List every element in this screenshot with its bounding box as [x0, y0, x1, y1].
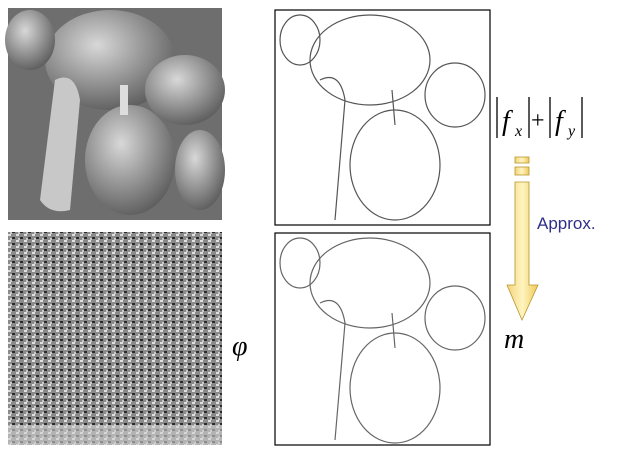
gradient-sum-image: [274, 9, 491, 226]
magnitude-symbol: m: [504, 324, 524, 355]
formula-sub: x: [514, 123, 522, 140]
arrow-label: Approx.: [537, 214, 596, 233]
formula-sub: y: [566, 123, 576, 140]
magnitude-image: [274, 232, 491, 446]
phase-image: [8, 232, 222, 445]
formula-base: f: [502, 106, 513, 137]
phase-symbol: φ: [232, 331, 248, 362]
approx-arrow: [506, 156, 539, 321]
original-image: [5, 8, 225, 220]
formula: f x + f y: [496, 97, 583, 140]
formula-operator: +: [531, 108, 545, 134]
formula-base: f: [555, 106, 566, 137]
